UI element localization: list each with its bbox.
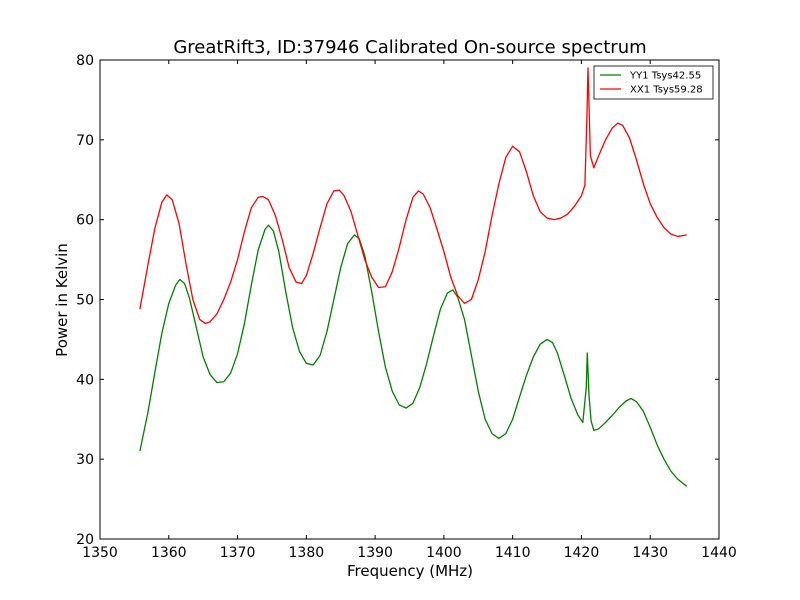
- y-tick-label: 40: [76, 372, 94, 388]
- x-tick-label: 1380: [289, 545, 325, 561]
- y-tick-label: 50: [76, 293, 94, 309]
- x-tick-label: 1370: [220, 545, 256, 561]
- x-tick-label: 1410: [495, 545, 531, 561]
- x-tick-label: 1390: [357, 545, 393, 561]
- legend-box: [593, 65, 714, 100]
- y-axis-label: Power in Kelvin: [53, 243, 71, 357]
- y-tick-label: 20: [76, 532, 94, 548]
- x-tick-label: 1440: [701, 545, 737, 561]
- plot-area: 1350 1360 1370 1380 1390 1400 1410 1420 1430 1440…: [76, 53, 737, 561]
- chart-title: GreatRift3, ID:37946 Calibrated On-sourc…: [173, 37, 646, 58]
- x-axis-label: Frequency (MHz): [347, 562, 473, 580]
- x-tick-label: 1360: [151, 545, 187, 561]
- x-tick-label: 1420: [564, 545, 600, 561]
- x-tick-label: 1430: [632, 545, 668, 561]
- x-tick-label: 1400: [426, 545, 462, 561]
- y-tick-label: 70: [76, 133, 94, 149]
- legend: YY1 Tsys42.55 XX1 Tsys59.28: [593, 65, 714, 100]
- y-tick-label: 30: [76, 452, 94, 468]
- y-tick-label: 80: [76, 53, 94, 69]
- legend-label-0: YY1 Tsys42.55: [629, 71, 701, 82]
- x-tick-label: 1350: [82, 545, 118, 561]
- y-tick-label: 60: [76, 213, 94, 229]
- series-line-1: [139, 67, 687, 325]
- legend-label-1: XX1 Tsys59.28: [630, 85, 703, 96]
- series-line-0: [139, 224, 688, 487]
